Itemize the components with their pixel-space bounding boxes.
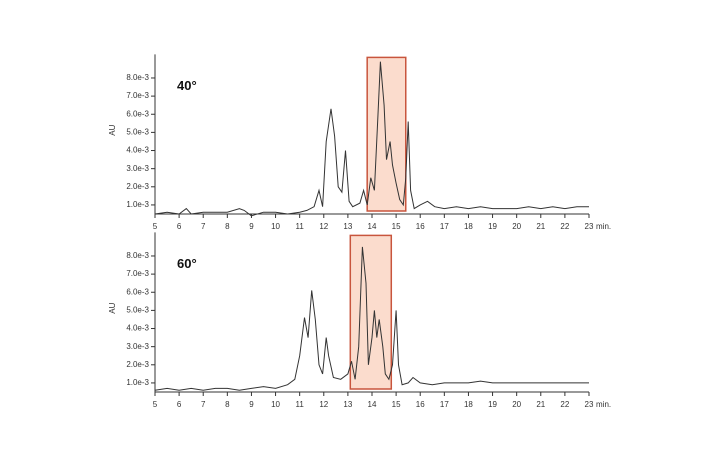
x-tick-label: 15 <box>392 222 401 231</box>
x-tick-label: 13 <box>343 400 352 409</box>
x-axis-label: min. <box>596 222 611 231</box>
x-tick-label: 11 <box>296 400 305 409</box>
x-tick-label: 9 <box>249 400 254 409</box>
y-tick-label: 8.0e-3 <box>126 73 149 82</box>
x-tick-label: 20 <box>512 400 521 409</box>
y-tick-label: 3.0e-3 <box>126 342 149 351</box>
x-tick-label: 6 <box>177 400 182 409</box>
y-tick-label: 6.0e-3 <box>126 287 149 296</box>
y-axis-label: AU <box>108 124 117 135</box>
x-tick-label: 8 <box>225 400 230 409</box>
x-tick-label: 12 <box>319 400 328 409</box>
highlight-box <box>366 56 407 212</box>
y-tick-label: 7.0e-3 <box>126 91 149 100</box>
x-tick-label: 17 <box>440 222 449 231</box>
x-tick-label: 14 <box>368 222 377 231</box>
x-tick-label: 15 <box>392 400 401 409</box>
trace <box>154 61 589 217</box>
y-tick-label: 2.0e-3 <box>126 360 149 369</box>
trace <box>154 246 589 391</box>
x-tick-label: 21 <box>536 222 545 231</box>
y-tick-label: 3.0e-3 <box>126 164 149 173</box>
x-tick-label: 5 <box>153 222 158 231</box>
x-tick-label: 22 <box>560 400 569 409</box>
x-tick-label: 23 <box>585 222 594 231</box>
x-axis-label: min. <box>596 400 611 409</box>
y-tick-label: 7.0e-3 <box>126 269 149 278</box>
x-tick-label: 18 <box>464 222 473 231</box>
x-tick-label: 11 <box>296 222 305 231</box>
x-tick-label: 6 <box>177 222 182 231</box>
y-tick-label: 8.0e-3 <box>126 251 149 260</box>
x-tick-label: 10 <box>271 400 280 409</box>
y-axis-label: AU <box>108 302 117 313</box>
panel-label: 40° <box>177 78 197 93</box>
x-tick-label: 20 <box>512 222 521 231</box>
x-tick-label: 19 <box>488 400 497 409</box>
x-tick-label: 22 <box>560 222 569 231</box>
x-tick-label: 19 <box>488 222 497 231</box>
x-tick-label: 17 <box>440 400 449 409</box>
x-tick-label: 7 <box>201 222 206 231</box>
x-tick-label: 5 <box>153 400 158 409</box>
y-tick-label: 1.0e-3 <box>126 200 149 209</box>
y-tick-label: 4.0e-3 <box>126 324 149 333</box>
x-tick-label: 16 <box>416 222 425 231</box>
y-tick-label: 6.0e-3 <box>126 109 149 118</box>
panel-label: 60° <box>177 256 197 271</box>
x-tick-label: 14 <box>368 400 377 409</box>
x-tick-label: 23 <box>585 400 594 409</box>
x-tick-label: 9 <box>249 222 254 231</box>
x-tick-label: 7 <box>201 400 206 409</box>
y-tick-label: 2.0e-3 <box>126 182 149 191</box>
x-tick-label: 16 <box>416 400 425 409</box>
y-tick-label: 5.0e-3 <box>126 127 149 136</box>
x-tick-label: 10 <box>271 222 280 231</box>
x-tick-label: 13 <box>343 222 352 231</box>
x-tick-label: 21 <box>536 400 545 409</box>
y-tick-label: 5.0e-3 <box>126 305 149 314</box>
y-tick-label: 1.0e-3 <box>126 378 149 387</box>
x-tick-label: 18 <box>464 400 473 409</box>
y-tick-label: 4.0e-3 <box>126 146 149 155</box>
x-tick-label: 12 <box>319 222 328 231</box>
x-tick-label: 8 <box>225 222 230 231</box>
